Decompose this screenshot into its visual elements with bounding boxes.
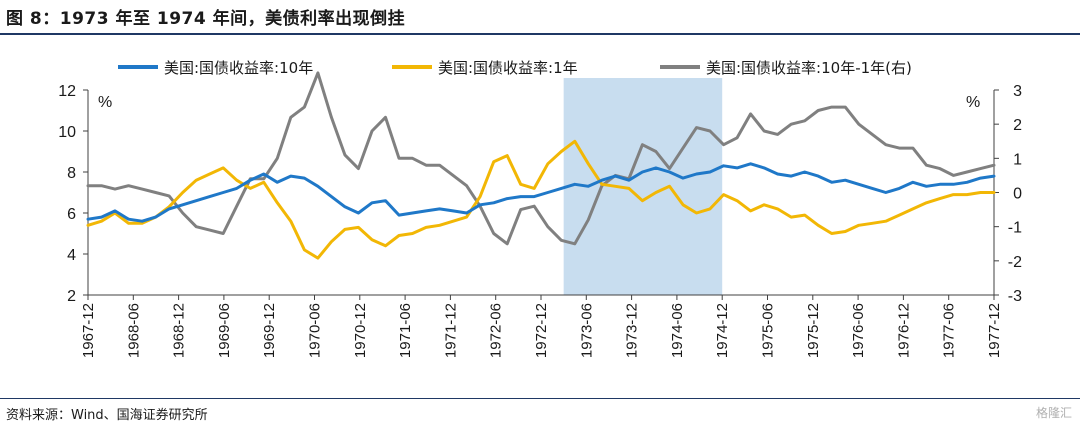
- series-line-1: [86, 162, 996, 223]
- x-tick-label: 1975-12: [805, 303, 822, 358]
- x-tick-label: 1971-06: [397, 303, 414, 358]
- right-tick-label: 2: [1013, 117, 1022, 134]
- right-tick-label: -3: [1008, 288, 1022, 305]
- x-tick-label: 1977-12: [986, 303, 1003, 358]
- series-line-2: [86, 139, 996, 260]
- x-tick-label: 1972-06: [488, 303, 505, 358]
- line-chart: 美国:国债收益率:10年 美国:国债收益率:1年 美国:国债收益率:10年-1年(右…: [58, 59, 1022, 358]
- x-tick-label: 1974-12: [714, 303, 731, 358]
- right-unit-label: %: [966, 94, 980, 111]
- x-tick-label: 1976-12: [895, 303, 912, 358]
- left-tick-label: 8: [67, 165, 76, 182]
- source-note: 资料来源：Wind、国海证券研究所: [6, 408, 208, 423]
- x-tick-label: 1969-06: [216, 303, 233, 358]
- x-tick-label: 1968-06: [125, 303, 142, 358]
- right-tick-label: 1: [1013, 151, 1022, 168]
- right-tick-label: -1: [1008, 220, 1022, 237]
- legend: 美国:国债收益率:10年 美国:国债收益率:1年 美国:国债收益率:10年-1年(右…: [118, 59, 912, 77]
- x-tick-label: 1977-06: [941, 303, 958, 358]
- series-line-3: [86, 71, 996, 246]
- footer-divider: [0, 398, 1080, 399]
- legend-label: 美国:国债收益率:10年-1年(右): [706, 59, 912, 77]
- x-tick-label: 1971-12: [442, 303, 459, 358]
- left-tick-label: 4: [67, 247, 76, 264]
- legend-label: 美国:国债收益率:1年: [438, 59, 578, 77]
- left-tick-label: 12: [58, 83, 76, 100]
- watermark-logo: 格隆汇: [1035, 406, 1072, 420]
- x-tick-label: 1973-12: [624, 303, 641, 358]
- x-tick-label: 1973-06: [578, 303, 595, 358]
- right-tick-label: -2: [1008, 254, 1022, 271]
- title-divider: [0, 33, 1080, 35]
- x-tick-label: 1972-12: [533, 303, 550, 358]
- legend-label: 美国:国债收益率:10年: [164, 59, 313, 77]
- left-tick-label: 2: [67, 288, 76, 305]
- right-tick-label: 0: [1013, 186, 1022, 203]
- series-lines: [86, 71, 996, 260]
- chart-title: 图 8：1973 年至 1974 年间，美债利率出现倒挂: [6, 9, 406, 29]
- x-tick-label: 1976-06: [850, 303, 867, 358]
- left-tick-label: 6: [67, 206, 76, 223]
- left-tick-label: 10: [58, 124, 76, 141]
- x-tick-label: 1967-12: [80, 303, 97, 358]
- x-tick-label: 1974-06: [669, 303, 686, 358]
- x-tick-label: 1970-12: [352, 303, 369, 358]
- x-tick-label: 1970-06: [307, 303, 324, 358]
- x-tick-label: 1969-12: [261, 303, 278, 358]
- x-tick-label: 1968-12: [171, 303, 188, 358]
- x-tick-label: 1975-06: [760, 303, 777, 358]
- left-unit-label: %: [98, 94, 112, 111]
- right-tick-label: 3: [1013, 83, 1022, 100]
